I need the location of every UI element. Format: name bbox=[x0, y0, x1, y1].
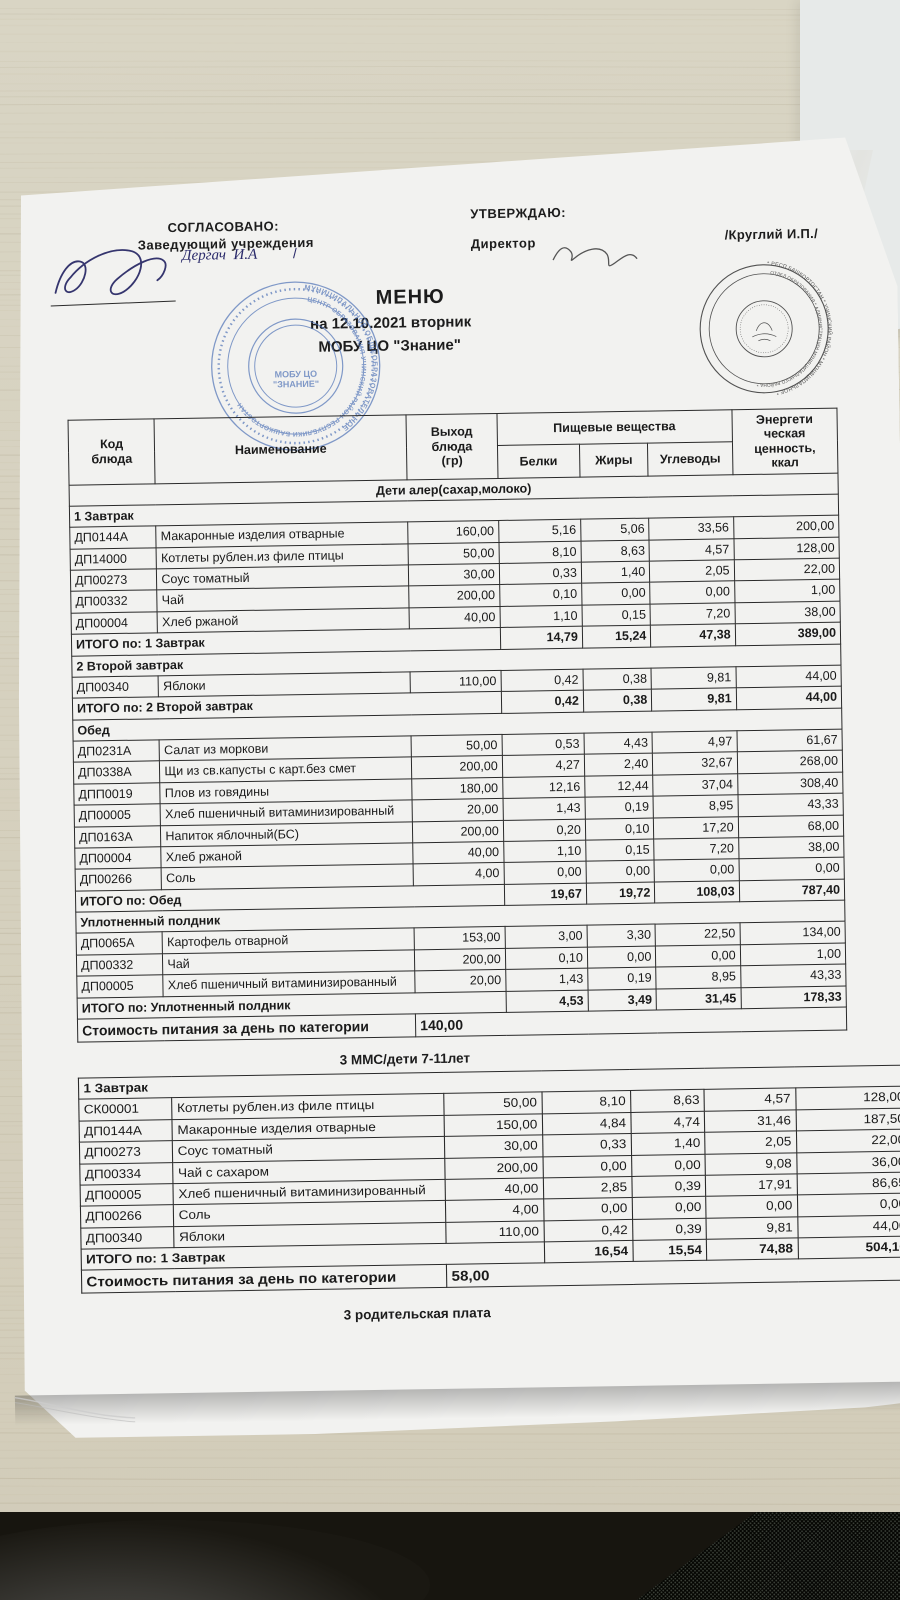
svg-text:МОБУ ЦО: МОБУ ЦО bbox=[275, 369, 318, 380]
svg-text:"ЗНАНИЕ": "ЗНАНИЕ" bbox=[273, 379, 319, 390]
svg-text:* РЕСП.БАШКОРТОСТАН * УЧИНСКИЙ: * РЕСП.БАШКОРТОСТАН * УЧИНСКИЙ РАЙОН * М… bbox=[767, 260, 835, 396]
